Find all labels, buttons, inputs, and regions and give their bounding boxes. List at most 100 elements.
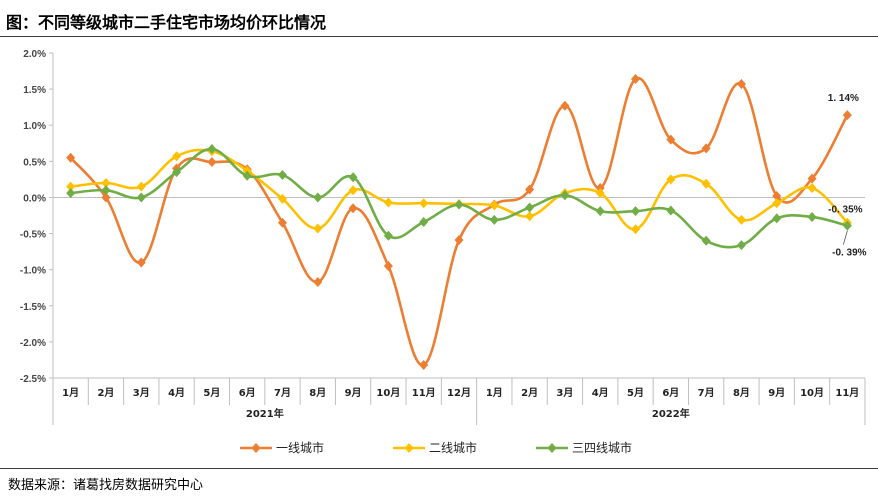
data-point-marker [101,192,111,203]
legend-label: 三四线城市 [572,440,632,455]
chart-legend: 一线城市 二线城市 三四线城市 [240,440,632,455]
top-divider [0,36,878,37]
data-point-marker [666,205,676,216]
x-tick-label: 2月 [521,387,538,399]
y-tick-label: 2.0% [23,49,46,60]
data-label: -0. 35% [828,205,863,216]
chart-header: 图：不同等级城市二手住宅市场均价环比情况 [0,0,878,34]
data-point-marker [313,192,323,203]
data-point-marker [489,214,499,225]
y-tick-label: -0.5% [20,230,46,241]
bottom-divider [0,468,878,469]
legend-marker [404,443,414,453]
x-tick-label: 4月 [592,387,609,399]
data-point-marker [807,173,817,184]
x-tick-label: 7月 [274,387,291,399]
data-point-marker [419,217,429,227]
data-point-marker [525,211,535,222]
y-tick-label: 0.5% [23,157,46,168]
data-point-marker [595,206,605,217]
x-tick-label: 12月 [447,387,471,399]
x-tick-label: 8月 [733,387,750,399]
year-label: 2021年 [246,407,284,420]
x-tick-label: 9月 [768,387,785,399]
data-point-marker [101,178,111,188]
x-tick-label: 10月 [376,387,400,399]
year-label: 2022年 [652,407,690,420]
x-tick-label: 1月 [486,387,503,399]
data-point-marker [631,224,641,235]
x-tick-label: 6月 [239,387,256,399]
data-point-marker [66,188,76,199]
x-tick-label: 8月 [309,387,326,399]
x-tick-label: 9月 [345,387,362,399]
data-point-marker [631,206,641,217]
data-point-marker [348,185,358,196]
x-tick-label: 2月 [97,387,114,399]
chart-data-labels: 1. 14% -0. 35% -0. 39% [828,93,867,259]
data-point-marker [172,167,182,178]
data-point-marker [313,276,323,287]
data-point-marker [313,223,323,234]
legend-label: 二线城市 [429,440,477,455]
legend-label: 一线城市 [276,440,324,455]
chart-series [66,74,852,370]
data-point-marker [419,360,429,370]
data-point-marker [136,181,146,192]
data-point-marker [842,110,852,121]
y-tick-label: -2.0% [20,338,46,349]
data-point-marker [525,184,535,195]
legend-item: 一线城市 [240,440,324,455]
data-point-marker [136,192,146,203]
y-tick-label: -1.0% [20,266,46,277]
data-point-marker [631,74,641,84]
data-point-marker [454,199,464,210]
data-point-marker [560,100,570,111]
data-point-marker [454,235,464,246]
data-point-marker [772,213,782,224]
data-point-marker [348,203,358,214]
data-label: -0. 39% [832,248,867,259]
data-point-marker [277,193,287,204]
legend-marker [251,443,261,453]
data-point-marker [172,151,182,162]
data-point-marker [701,178,711,189]
data-point-marker [348,172,358,183]
data-point-marker [66,152,76,163]
series-1 [66,74,852,370]
data-point-marker [242,170,252,181]
data-point-marker [560,190,570,201]
data-point-marker [489,200,499,211]
data-label-leader [842,230,848,245]
chart-axes: 2.0% 1.5% 1.0% 0.5% 0.0% -0.5% -1.0% -1.5% -2.0%… [20,49,866,425]
y-tick-label: 0.0% [23,193,46,204]
data-point-marker [772,198,782,209]
data-point-marker [772,191,782,201]
data-point-marker [595,188,605,199]
data-point-marker [277,170,287,181]
y-tick-label: 1.0% [23,121,46,132]
x-tick-label: 3月 [133,387,150,399]
data-point-marker [701,235,711,246]
x-tick-label: 6月 [662,387,679,399]
y-tick-label: -1.5% [20,302,46,313]
data-label: 1. 14% [828,93,859,104]
y-tick-label: 1.5% [23,85,46,96]
data-point-marker [101,185,111,196]
x-tick-label: 5月 [627,387,644,399]
data-point-marker [525,202,535,213]
source-note: 数据来源：诸葛找房数据研究中心 [8,478,204,493]
x-tick-label: 11月 [835,387,859,399]
series-line [69,76,849,367]
data-point-marker [207,144,217,155]
x-tick-label: 7月 [698,387,715,399]
legend-item: 三四线城市 [536,440,632,455]
data-point-marker [277,217,287,228]
data-point-marker [807,211,817,222]
x-tick-label: 11月 [412,387,436,399]
x-tick-label: 5月 [203,387,220,399]
x-tick-label: 3月 [556,387,573,399]
data-point-marker [701,143,711,154]
data-point-marker [666,174,676,185]
